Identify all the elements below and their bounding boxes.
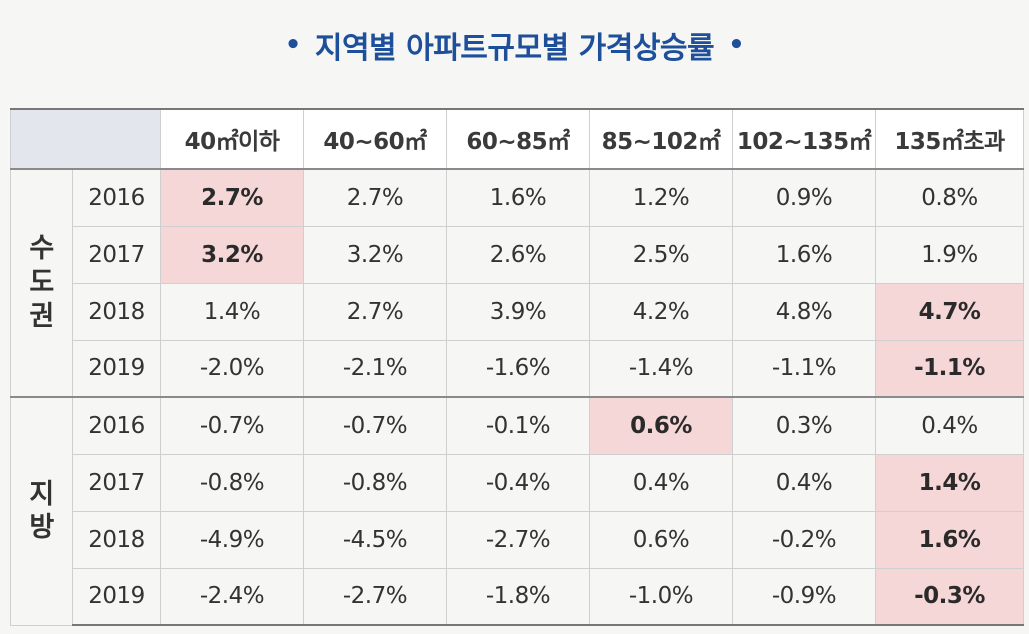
highlighted-value-cell: 2.7% xyxy=(160,168,304,227)
highlighted-value-cell: 0.6% xyxy=(589,396,733,455)
value-cell: -2.7% xyxy=(446,510,590,569)
header-row: 40㎡이하 40~60㎡ 60~85㎡ 85~102㎡ 102~135㎡ 135… xyxy=(10,108,1024,170)
column-header: 40㎡이하 xyxy=(160,108,304,170)
year-cell: 2016 xyxy=(72,168,161,227)
value-cell: 0.4% xyxy=(589,453,733,512)
value-cell: -0.1% xyxy=(446,396,590,455)
page-title: • 지역별 아파트규모별 가격상승률 • xyxy=(0,0,1029,90)
value-cell: -4.5% xyxy=(303,510,447,569)
table-row: 2018 1.4% 2.7% 3.9% 4.2% 4.8% 4.7% xyxy=(11,282,1024,341)
value-cell: 2.7% xyxy=(303,282,447,341)
highlighted-value-cell: 1.4% xyxy=(875,453,1024,512)
value-cell: 3.2% xyxy=(303,225,447,284)
value-cell: -2.1% xyxy=(303,339,447,398)
value-cell: -0.7% xyxy=(160,396,304,455)
price-growth-table: 40㎡이하 40~60㎡ 60~85㎡ 85~102㎡ 102~135㎡ 135… xyxy=(10,108,1024,626)
year-cell: 2018 xyxy=(72,282,161,341)
value-cell: 2.7% xyxy=(303,168,447,227)
value-cell: 1.9% xyxy=(875,225,1024,284)
value-cell: 1.2% xyxy=(589,168,733,227)
column-header: 135㎡초과 xyxy=(875,108,1024,170)
highlighted-value-cell: -1.1% xyxy=(875,339,1024,398)
value-cell: -0.4% xyxy=(446,453,590,512)
table-row: 2018 -4.9% -4.5% -2.7% 0.6% -0.2% 1.6% xyxy=(11,510,1024,569)
value-cell: -2.0% xyxy=(160,339,304,398)
value-cell: 1.6% xyxy=(446,168,590,227)
value-cell: -2.7% xyxy=(303,567,447,626)
highlighted-value-cell: 1.6% xyxy=(875,510,1024,569)
value-cell: 0.9% xyxy=(732,168,876,227)
value-cell: 0.4% xyxy=(732,453,876,512)
value-cell: 0.8% xyxy=(875,168,1024,227)
value-cell: -0.7% xyxy=(303,396,447,455)
value-cell: 4.2% xyxy=(589,282,733,341)
highlighted-value-cell: -0.3% xyxy=(875,567,1024,626)
value-cell: -0.9% xyxy=(732,567,876,626)
table-body: 수 도 권 2016 2.7% 2.7% 1.6% 1.2% 0.9% 0.8% 2017 3.2… xyxy=(10,168,1024,626)
year-cell: 2019 xyxy=(72,339,161,398)
value-cell: 0.4% xyxy=(875,396,1024,455)
value-cell: 0.6% xyxy=(589,510,733,569)
highlighted-value-cell: 3.2% xyxy=(160,225,304,284)
column-header: 40~60㎡ xyxy=(303,108,447,170)
table-row: 수 도 권 2016 2.7% 2.7% 1.6% 1.2% 0.9% 0.8% xyxy=(10,168,1024,398)
year-cell: 2017 xyxy=(72,225,161,284)
title-bullet-left: • xyxy=(284,30,302,60)
value-cell: 4.8% xyxy=(732,282,876,341)
value-cell: -0.8% xyxy=(160,453,304,512)
value-cell: -1.4% xyxy=(589,339,733,398)
title-text: 지역별 아파트규모별 가격상승률 xyxy=(314,31,715,66)
table-row: 2017 3.2% 3.2% 2.6% 2.5% 1.6% 1.9% xyxy=(11,225,1024,284)
year-cell: 2017 xyxy=(72,453,161,512)
year-cell: 2019 xyxy=(72,567,161,626)
table-row: 2019 -2.4% -2.7% -1.8% -1.0% -0.9% -0.3% xyxy=(11,567,1024,626)
value-cell: 2.6% xyxy=(446,225,590,284)
value-cell: -1.6% xyxy=(446,339,590,398)
highlighted-value-cell: 4.7% xyxy=(875,282,1024,341)
value-cell: 3.9% xyxy=(446,282,590,341)
table-row: 지 방 2016 -0.7% -0.7% -0.1% 0.6% 0.3% 0.4% xyxy=(10,396,1024,626)
column-header: 60~85㎡ xyxy=(446,108,590,170)
value-cell: -4.9% xyxy=(160,510,304,569)
year-cell: 2016 xyxy=(72,396,161,455)
year-cell: 2018 xyxy=(72,510,161,569)
value-cell: -0.2% xyxy=(732,510,876,569)
value-cell: -2.4% xyxy=(160,567,304,626)
value-cell: 2.5% xyxy=(589,225,733,284)
value-cell: 0.3% xyxy=(732,396,876,455)
region-label: 지 방 xyxy=(10,396,73,626)
table-row: 2019 -2.0% -2.1% -1.6% -1.4% -1.1% -1.1% xyxy=(11,339,1024,398)
table-row: 2017 -0.8% -0.8% -0.4% 0.4% 0.4% 1.4% xyxy=(11,453,1024,512)
column-header: 85~102㎡ xyxy=(589,108,733,170)
title-bullet-right: • xyxy=(728,30,745,60)
value-cell: -1.8% xyxy=(446,567,590,626)
header-corner xyxy=(10,108,161,170)
value-cell: -1.1% xyxy=(732,339,876,398)
region-label: 수 도 권 xyxy=(10,168,73,398)
value-cell: -1.0% xyxy=(589,567,733,626)
value-cell: 1.6% xyxy=(732,225,876,284)
value-cell: 1.4% xyxy=(160,282,304,341)
value-cell: -0.8% xyxy=(303,453,447,512)
column-header: 102~135㎡ xyxy=(732,108,876,170)
